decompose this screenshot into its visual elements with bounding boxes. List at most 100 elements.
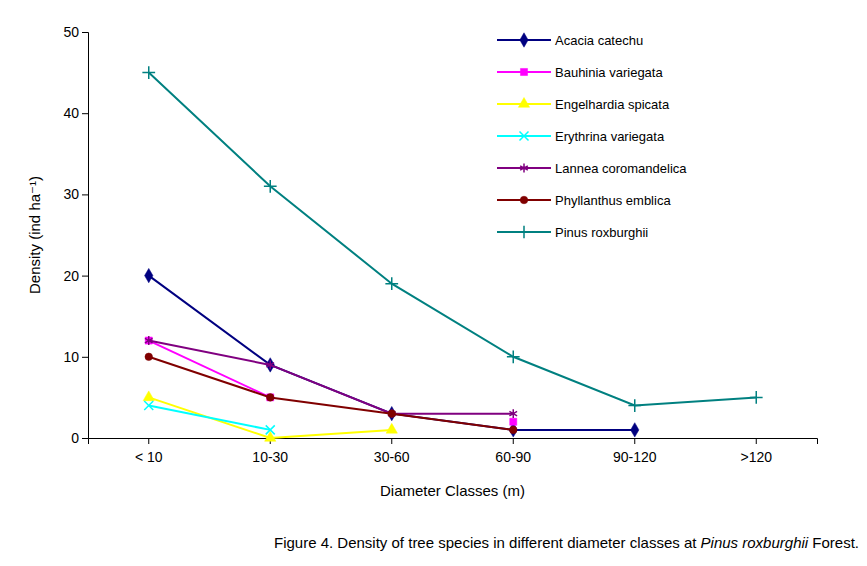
legend-marker bbox=[520, 164, 528, 173]
series-line bbox=[149, 276, 635, 430]
y-tick: 50 bbox=[63, 24, 88, 40]
x-tick-mark bbox=[634, 438, 635, 444]
x-tick-mark bbox=[391, 438, 392, 444]
y-axis-title: Density (ind ha⁻¹) bbox=[26, 176, 43, 294]
point-marker bbox=[266, 394, 274, 402]
y-tick-mark bbox=[82, 32, 88, 33]
point-marker bbox=[388, 410, 396, 418]
x-tick-label: 10-30 bbox=[252, 449, 288, 465]
title: Figure 4. Density of tree species in dif… bbox=[274, 534, 859, 551]
legend-item: Acacia catechu bbox=[497, 33, 643, 48]
series bbox=[145, 337, 517, 425]
point-marker bbox=[388, 409, 396, 418]
point-marker bbox=[507, 350, 520, 363]
legend-label: Bauhinia variegata bbox=[555, 65, 663, 80]
point-marker bbox=[385, 277, 398, 290]
series-line bbox=[149, 341, 514, 422]
plot-area bbox=[142, 66, 762, 441]
point-marker bbox=[628, 399, 641, 412]
legend-label: Erythrina variegata bbox=[555, 129, 665, 144]
y-tick-label: 10 bbox=[63, 349, 79, 365]
point-marker bbox=[145, 353, 153, 361]
series-line bbox=[149, 406, 271, 430]
y-tick-mark bbox=[82, 113, 88, 114]
series-line bbox=[149, 357, 514, 430]
point-marker bbox=[145, 268, 153, 282]
point-marker bbox=[266, 360, 274, 369]
point-marker bbox=[266, 425, 275, 434]
series-line bbox=[149, 341, 514, 414]
legend-item: Erythrina variegata bbox=[497, 129, 665, 144]
x-tick-mark bbox=[148, 438, 149, 444]
legend-marker bbox=[520, 196, 528, 204]
point-marker bbox=[631, 423, 639, 437]
point-marker bbox=[510, 418, 517, 425]
series bbox=[143, 391, 397, 441]
x-tick-label: 90-120 bbox=[613, 449, 657, 465]
series bbox=[144, 401, 275, 434]
legend-item: Pinus roxburghii bbox=[497, 225, 648, 240]
legend-item: Engelhardia spicata bbox=[497, 97, 670, 112]
legend-item: Lannea coromandelica bbox=[497, 161, 687, 176]
y-tick: 40 bbox=[63, 105, 88, 121]
y-tick-label: 0 bbox=[71, 430, 79, 446]
x-tick-label: 30-60 bbox=[374, 449, 410, 465]
point-marker bbox=[264, 180, 277, 193]
y-tick: 30 bbox=[63, 186, 88, 202]
point-marker bbox=[750, 391, 763, 404]
x-tick: < 10 bbox=[135, 438, 163, 465]
x-tick: 10-30 bbox=[252, 438, 288, 465]
y-tick-label: 20 bbox=[63, 268, 79, 284]
x-tick: 60-90 bbox=[495, 438, 531, 465]
legend-marker bbox=[518, 97, 529, 107]
x-tick-mark bbox=[756, 438, 757, 444]
legend-label: Acacia catechu bbox=[555, 33, 643, 48]
point-marker bbox=[388, 406, 396, 420]
chart: 0 10 20 30 40 50 < 10 10-30 30-60 60-90 90-120 >120… bbox=[0, 0, 867, 566]
x-tick-label: >120 bbox=[740, 449, 772, 465]
point-marker bbox=[509, 409, 517, 418]
legend-item: Phyllanthus emblica bbox=[497, 193, 671, 208]
series bbox=[142, 66, 762, 412]
x-tick-label: < 10 bbox=[135, 449, 163, 465]
y-tick-label: 40 bbox=[63, 105, 79, 121]
x-tick: 30-60 bbox=[374, 438, 410, 465]
legend-marker bbox=[520, 33, 528, 47]
point-marker bbox=[509, 426, 517, 434]
series bbox=[145, 268, 639, 437]
legend-item: Bauhinia variegata bbox=[497, 65, 663, 80]
title-part: Pinus roxburghii bbox=[701, 534, 809, 551]
x-tick-label: 60-90 bbox=[495, 449, 531, 465]
x-axis: < 10 10-30 30-60 60-90 90-120 >120 bbox=[89, 438, 818, 465]
y-axis-line bbox=[82, 33, 89, 439]
legend-label: Phyllanthus emblica bbox=[555, 193, 671, 208]
y-tick-mark bbox=[82, 438, 88, 439]
y-axis: 0 10 20 30 40 50 bbox=[63, 24, 88, 446]
x-axis-line bbox=[89, 439, 818, 445]
series bbox=[145, 353, 517, 434]
legend-marker bbox=[518, 226, 531, 239]
legend-label: Engelhardia spicata bbox=[555, 97, 670, 112]
legend-label: Lannea coromandelica bbox=[555, 161, 687, 176]
point-marker bbox=[145, 336, 153, 345]
y-tick: 10 bbox=[63, 349, 88, 365]
legend-marker bbox=[519, 131, 528, 140]
y-tick-mark bbox=[82, 357, 88, 358]
series-line bbox=[149, 73, 757, 406]
y-tick-label: 30 bbox=[63, 186, 79, 202]
y-tick-mark bbox=[82, 276, 88, 277]
x-tick: >120 bbox=[740, 438, 772, 465]
y-tick-label: 50 bbox=[63, 24, 79, 40]
legend: Acacia catechu Bauhinia variegata Engelhar… bbox=[497, 33, 687, 240]
y-tick: 0 bbox=[71, 430, 88, 446]
legend-label: Pinus roxburghii bbox=[555, 225, 648, 240]
x-tick-mark bbox=[513, 438, 514, 444]
point-marker bbox=[267, 394, 274, 401]
x-tick: 90-120 bbox=[613, 438, 657, 465]
y-tick: 20 bbox=[63, 268, 88, 284]
x-axis-title: Diameter Classes (m) bbox=[380, 482, 525, 499]
point-marker bbox=[144, 401, 153, 410]
point-marker bbox=[143, 391, 154, 401]
legend-marker bbox=[520, 68, 527, 75]
point-marker bbox=[142, 66, 155, 79]
